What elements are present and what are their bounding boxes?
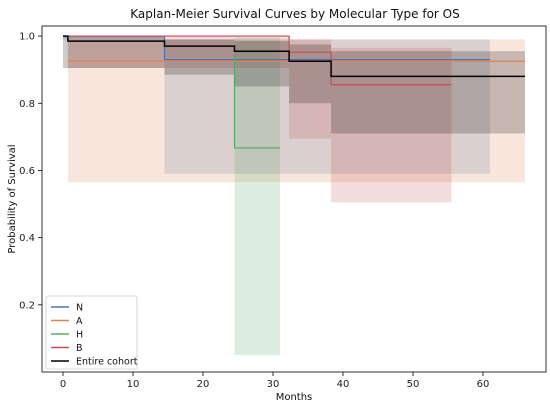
x-axis-label: Months (276, 392, 313, 403)
confidence-bands (63, 36, 526, 356)
survival-curves (63, 35, 525, 149)
x-tick-label: 20 (197, 379, 210, 390)
ci-band-1-0 (67, 39, 526, 183)
x-tick-label: 50 (407, 379, 420, 390)
legend-label: H (76, 330, 83, 341)
x-tick-label: 60 (477, 379, 490, 390)
y-axis-label: Probability of Survival (7, 144, 18, 253)
ci-band-3-1 (289, 39, 332, 139)
survival-line-3 (67, 35, 452, 86)
survival-line-2 (233, 54, 280, 149)
x-axis-ticks: 0 10 20 30 40 50 60 (60, 372, 490, 390)
legend-label: Entire cohort (76, 357, 138, 368)
legend-box (45, 295, 138, 370)
ci-band-4-4 (331, 51, 525, 134)
legend-label: N (76, 303, 83, 314)
x-tick-label: 0 (60, 379, 66, 390)
legend-label: A (76, 316, 83, 327)
y-tick-label: 0.8 (19, 99, 35, 110)
y-axis-ticks: 0.2 0.4 0.6 0.8 1.0 (19, 32, 42, 311)
y-tick-label: 0.2 (19, 300, 35, 311)
y-tick-label: 0.6 (19, 166, 35, 177)
ci-band-2-0 (234, 37, 280, 356)
ci-band-3-2 (331, 47, 452, 203)
ci-band-4-2 (234, 41, 290, 87)
chart-title: Kaplan-Meier Survival Curves by Molecula… (130, 7, 459, 21)
ci-band-4-1 (164, 39, 235, 75)
legend-label: B (76, 343, 83, 354)
y-tick-label: 1.0 (19, 32, 35, 43)
x-tick-label: 40 (337, 379, 350, 390)
x-tick-label: 10 (127, 379, 140, 390)
x-tick-label: 30 (267, 379, 280, 390)
ci-band-4-3 (289, 44, 332, 104)
survival-line-4 (63, 35, 525, 78)
plot-frame (41, 25, 547, 373)
ci-band-0-0 (63, 36, 165, 40)
y-tick-label: 0.4 (19, 233, 35, 244)
